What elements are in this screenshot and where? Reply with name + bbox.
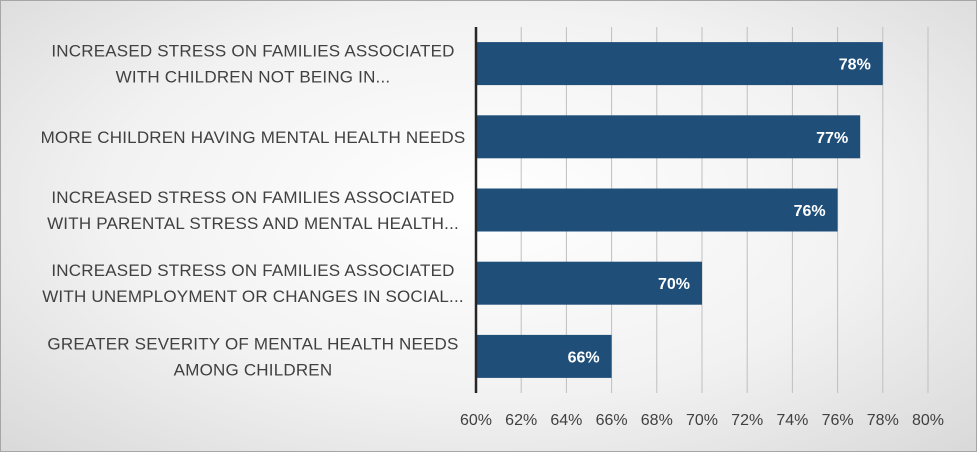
x-tick-label: 80% bbox=[912, 412, 944, 429]
bar bbox=[476, 261, 702, 305]
category-label: WITH PARENTAL STRESS AND MENTAL HEALTH..… bbox=[47, 214, 459, 233]
category-label: INCREASED STRESS ON FAMILIES ASSOCIATED bbox=[51, 188, 454, 207]
category-label: AMONG CHILDREN bbox=[174, 360, 333, 379]
data-label: 66% bbox=[568, 349, 600, 366]
bar bbox=[476, 42, 883, 86]
bars: 78% 77% 76% 70% 66% bbox=[476, 42, 883, 378]
x-tick-label: 62% bbox=[505, 412, 537, 429]
x-tick-label: 70% bbox=[686, 412, 718, 429]
category-label: MORE CHILDREN HAVING MENTAL HEALTH NEEDS bbox=[41, 128, 466, 147]
x-tick-label: 66% bbox=[596, 412, 628, 429]
category-label: GREATER SEVERITY OF MENTAL HEALTH NEEDS bbox=[47, 334, 458, 353]
x-tick-label: 74% bbox=[776, 412, 808, 429]
x-tick-label: 76% bbox=[822, 412, 854, 429]
category-label: WITH UNEMPLOYMENT OR CHANGES IN SOCIAL..… bbox=[42, 287, 464, 306]
bar bbox=[476, 334, 612, 378]
x-tick-label: 68% bbox=[641, 412, 673, 429]
category-label: INCREASED STRESS ON FAMILIES ASSOCIATED bbox=[51, 42, 454, 61]
category-labels: INCREASED STRESS ON FAMILIES ASSOCIATED W… bbox=[41, 42, 466, 380]
category-label: INCREASED STRESS ON FAMILIES ASSOCIATED bbox=[51, 261, 454, 280]
data-label: 77% bbox=[816, 130, 848, 147]
data-label: 70% bbox=[658, 276, 690, 293]
data-label: 76% bbox=[794, 203, 826, 220]
data-label: 78% bbox=[839, 57, 871, 74]
category-label: WITH CHILDREN NOT BEING IN... bbox=[116, 68, 391, 87]
x-tick-label: 64% bbox=[550, 412, 582, 429]
x-tick-label: 78% bbox=[867, 412, 899, 429]
x-tick-label: 72% bbox=[731, 412, 763, 429]
x-axis-tick-labels: 60% 62% 64% 66% 68% 70% 72% 74% 76% 78% 80% bbox=[460, 412, 944, 429]
x-tick-label: 60% bbox=[460, 412, 492, 429]
bar bbox=[476, 115, 861, 159]
bar bbox=[476, 188, 838, 232]
